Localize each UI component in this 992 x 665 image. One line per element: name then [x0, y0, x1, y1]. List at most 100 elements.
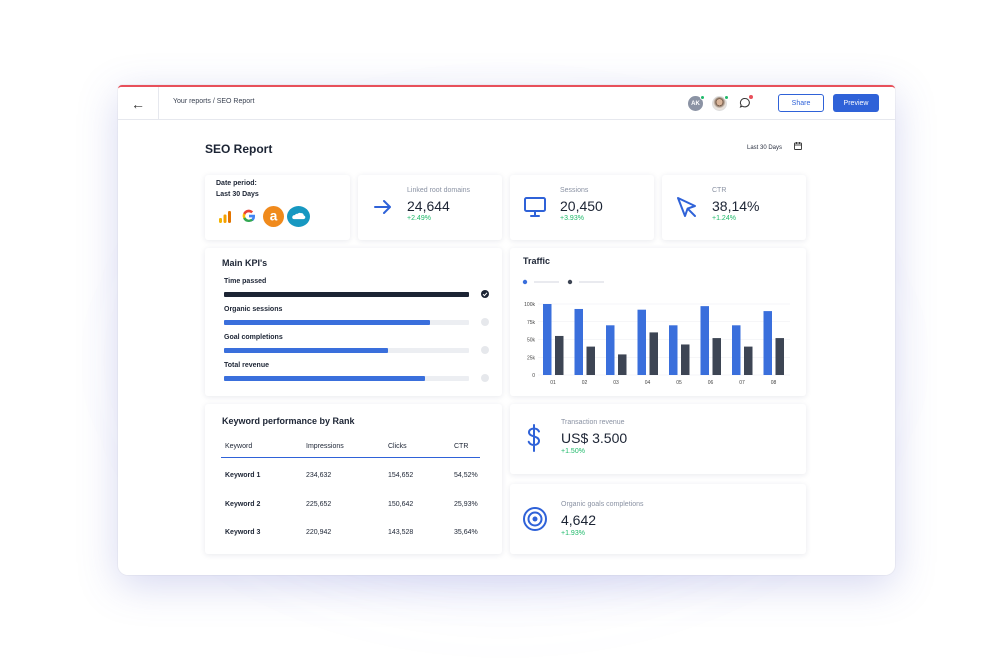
metric-value: 20,450: [560, 198, 603, 214]
metric-label: Sessions: [560, 187, 589, 194]
target-icon: [523, 507, 547, 531]
kpi-label: Goal completions: [224, 334, 283, 341]
google-icon: [242, 209, 256, 223]
cursor-icon: [677, 197, 696, 217]
date-period-value: Last 30 Days: [216, 191, 259, 198]
kpi-progress-fill: [224, 376, 425, 381]
avatar[interactable]: AK: [688, 96, 703, 111]
main-kpis-card: Main KPI's Time passed Organic sessions Go…: [205, 248, 502, 396]
table-header-cell[interactable]: Keyword: [225, 443, 253, 450]
table-header-cell[interactable]: CTR: [454, 443, 469, 450]
top-bar: ← Your reports / SEO Report AK Share Pre…: [118, 87, 895, 120]
bar[interactable]: [732, 325, 741, 375]
sessions-card[interactable]: Sessions 20,450 +3.93%: [510, 175, 654, 240]
table-cell: 35,64%: [454, 529, 478, 536]
breadcrumb[interactable]: Your reports / SEO Report: [173, 98, 255, 105]
table-cell: 220,942: [306, 529, 332, 536]
metric-change: +2.49%: [407, 215, 431, 222]
bar[interactable]: [555, 335, 564, 375]
pending-status-icon: [481, 346, 489, 354]
x-tick-label: 07: [739, 380, 745, 386]
bar[interactable]: [681, 344, 690, 375]
metric-label: Transaction revenue: [561, 419, 625, 426]
svg-text:a: a: [270, 209, 278, 224]
traffic-card: Traffic 100k 75k 50k 25k 0 01 02 03 04 05 06 07 08: [510, 248, 806, 396]
metric-change: +1.24%: [712, 215, 736, 222]
calendar-icon[interactable]: [793, 141, 803, 151]
y-tick-label: 50k: [527, 338, 536, 344]
share-button[interactable]: Share: [778, 94, 824, 112]
x-tick-label: 06: [708, 380, 714, 386]
bar[interactable]: [606, 325, 615, 375]
metric-value: 38,14%: [712, 198, 760, 214]
legend-marker: [567, 279, 573, 285]
table-cell: 143,528: [388, 529, 414, 536]
transaction-revenue-card[interactable]: Transaction revenue US$ 3.500 +1.50%: [510, 404, 806, 474]
kpi-label: Time passed: [224, 278, 267, 285]
table-cell: 225,652: [306, 500, 332, 508]
metric-change: +1.93%: [561, 530, 585, 537]
bar[interactable]: [763, 311, 773, 375]
ctr-card[interactable]: CTR 38,14% +1.24%: [662, 175, 806, 240]
metric-change: +1.50%: [561, 448, 585, 455]
x-tick-label: 02: [582, 380, 588, 386]
table-cell: 150,642: [388, 500, 414, 508]
metric-value: 24,644: [407, 198, 450, 214]
bar[interactable]: [712, 338, 722, 375]
amazon-icon: a: [263, 206, 284, 227]
preview-button[interactable]: Preview: [833, 94, 879, 112]
bar[interactable]: [700, 306, 710, 375]
bar[interactable]: [744, 346, 753, 375]
organic-goals-card[interactable]: Organic goals completions 4,642 +1.93%: [510, 484, 806, 554]
kpi-progress-bar: [224, 292, 469, 297]
metric-change: +3.93%: [560, 215, 584, 222]
bar[interactable]: [637, 309, 647, 375]
x-tick-label: 03: [613, 380, 619, 386]
online-status-dot: [724, 95, 729, 100]
chat-icon[interactable]: [739, 97, 751, 109]
pending-status-icon: [481, 374, 489, 382]
bar[interactable]: [669, 325, 678, 375]
table-cell: 25,93%: [454, 500, 478, 508]
table-cell: Keyword 3: [225, 529, 261, 536]
y-tick-label: 25k: [527, 355, 536, 361]
kpi-label: Total revenue: [224, 362, 269, 369]
metric-label: Linked root domains: [407, 187, 471, 194]
bar[interactable]: [574, 308, 584, 375]
linked-root-domains-card[interactable]: Linked root domains 24,644 +2.49%: [358, 175, 502, 240]
table-cell: 234,632: [306, 472, 332, 479]
y-tick-label: 0: [532, 373, 535, 379]
y-tick-label: 100k: [524, 302, 535, 308]
metric-label: Organic goals completions: [561, 501, 644, 508]
table-header-cell[interactable]: Impressions: [306, 443, 344, 450]
x-tick-label: 01: [550, 380, 556, 386]
table-cell: 54,52%: [454, 472, 478, 479]
table-header-divider: [221, 457, 480, 458]
date-range-label[interactable]: Last 30 Days: [747, 145, 783, 151]
date-period-label: Date period:: [216, 180, 257, 187]
bar[interactable]: [618, 354, 627, 375]
table-cell: Keyword 2: [225, 500, 261, 508]
card-title: Keyword performance by Rank: [222, 416, 355, 426]
report-content: SEO Report Last 30 Days Date period: Las…: [118, 120, 895, 575]
card-title: Traffic: [523, 256, 551, 266]
bar[interactable]: [586, 346, 596, 375]
bar[interactable]: [649, 332, 659, 375]
kpi-progress-bar: [224, 348, 469, 353]
keyword-performance-card: Keyword performance by Rank Keyword Impre…: [205, 404, 502, 554]
x-tick-label: 08: [771, 380, 777, 386]
metric-value: US$ 3.500: [561, 430, 628, 446]
card-title: Main KPI's: [222, 258, 268, 268]
bar[interactable]: [543, 304, 552, 375]
kpi-progress-fill: [224, 320, 430, 325]
dollar-icon: [527, 424, 541, 452]
back-button[interactable]: ←: [118, 87, 159, 120]
page-title: SEO Report: [205, 142, 273, 156]
monitor-icon: [524, 197, 546, 217]
bar[interactable]: [775, 338, 785, 375]
avatar-photo[interactable]: [712, 96, 727, 111]
table-header-cell[interactable]: Clicks: [388, 443, 407, 450]
kpi-progress-bar: [224, 376, 469, 381]
notification-dot: [749, 95, 753, 99]
date-period-card: Date period: Last 30 Days a: [205, 175, 350, 240]
